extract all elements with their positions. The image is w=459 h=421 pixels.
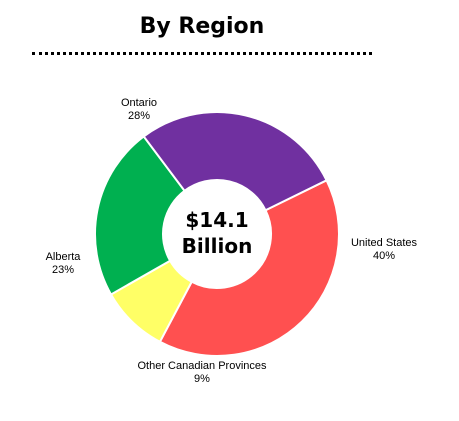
center-total-unit: Billion xyxy=(182,234,253,258)
slice-ontario xyxy=(142,111,328,212)
title-divider xyxy=(32,52,372,55)
slice-alberta xyxy=(94,135,186,296)
slice-value-other-canadian-provinces: 9% xyxy=(194,373,210,385)
slice-label-ontario: Ontario xyxy=(121,97,157,109)
slice-label-other-canadian-provinces: Other Canadian Provinces xyxy=(137,360,267,372)
slice-value-ontario: 28% xyxy=(128,110,150,122)
slice-value-united-states: 40% xyxy=(373,250,395,262)
slice-value-alberta: 23% xyxy=(52,264,74,276)
slice-label-united-states: United States xyxy=(351,237,418,249)
slice-united-states xyxy=(158,178,340,357)
chart-title: By Region xyxy=(139,14,265,39)
donut-slices xyxy=(94,111,340,357)
center-total-amount: $14.1 xyxy=(185,208,248,232)
slice-label-alberta: Alberta xyxy=(46,251,82,263)
